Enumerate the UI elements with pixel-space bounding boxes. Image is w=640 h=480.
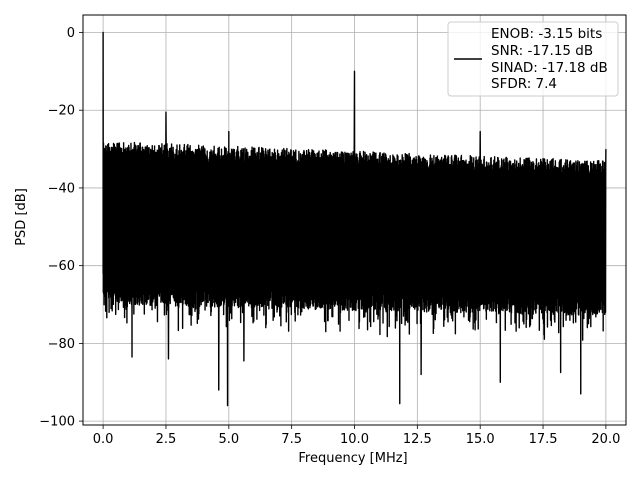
- y-axis-label: PSD [dB]: [14, 188, 29, 246]
- x-tick-label: 2.5: [156, 432, 177, 447]
- x-tick-label: 0.0: [93, 432, 114, 447]
- legend-line-enob: ENOB: -3.15 bits: [491, 26, 602, 42]
- legend: ENOB: -3.15 bits SNR: -17.15 dB SINAD: -…: [447, 21, 619, 97]
- x-axis-ticks: 0.0 2.5 5.0 7.5 10.0 12.5 15.0 17.5 20.0: [93, 425, 620, 447]
- x-tick-label: 17.5: [529, 432, 558, 447]
- x-tick-label: 20.0: [591, 432, 620, 447]
- y-tick-label: −80: [48, 337, 75, 352]
- y-tick-label: 0: [67, 26, 75, 41]
- legend-line-sinad: SINAD: -17.18 dB: [491, 60, 608, 76]
- x-tick-label: 12.5: [403, 432, 432, 447]
- legend-box: [447, 21, 619, 97]
- x-tick-label: 7.5: [281, 432, 302, 447]
- legend-line-snr: SNR: -17.15 dB: [491, 43, 593, 59]
- x-tick-label: 5.0: [218, 432, 239, 447]
- x-tick-label: 10.0: [340, 432, 369, 447]
- x-tick-label: 15.0: [466, 432, 495, 447]
- psd-trace: [102, 31, 607, 407]
- y-tick-label: −40: [48, 181, 75, 196]
- y-tick-label: −60: [48, 259, 75, 274]
- x-axis-label: Frequency [MHz]: [298, 451, 407, 466]
- psd-trace-line: [102, 31, 607, 407]
- y-tick-label: −100: [39, 415, 75, 430]
- y-axis-ticks: 0 −20 −40 −60 −80 −100: [39, 26, 83, 430]
- legend-line-sfdr: SFDR: 7.4: [491, 76, 557, 92]
- y-tick-label: −20: [48, 104, 75, 119]
